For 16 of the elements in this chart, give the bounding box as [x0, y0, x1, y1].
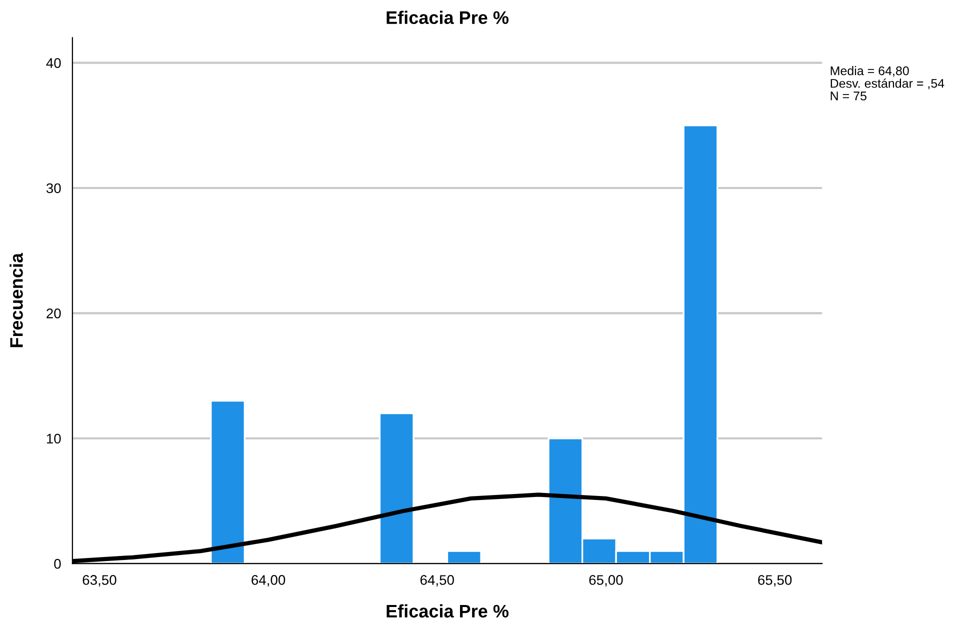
x-tick-label: 64,00 [252, 575, 286, 587]
x-axis-title: Eficacia Pre % [386, 604, 509, 618]
y-tick-label: 20 [46, 308, 61, 318]
x-tick-label: 63,50 [82, 575, 116, 587]
x-tick-label: 64,50 [420, 575, 454, 587]
x-tick-label: 65,50 [758, 575, 792, 587]
y-tick-label: 40 [46, 58, 61, 68]
chart-title: Eficacia Pre % [386, 10, 509, 24]
x-tick-label: 65,00 [589, 575, 623, 587]
y-tick-label: 30 [46, 183, 61, 194]
text: Media = 64,80 [830, 66, 909, 77]
text: Desv. estándar = ,54 [830, 78, 944, 90]
y-axis-title: Frecuencia [10, 252, 23, 348]
y-tick-label: 0 [54, 558, 61, 569]
text: N = 75 [830, 92, 866, 100]
y-tick-label: 10 [46, 434, 61, 444]
